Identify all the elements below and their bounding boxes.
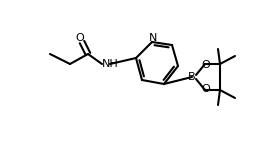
Text: O: O bbox=[202, 84, 210, 94]
Text: N: N bbox=[149, 33, 157, 43]
Text: O: O bbox=[202, 60, 210, 70]
Text: O: O bbox=[76, 33, 84, 43]
Text: NH: NH bbox=[101, 59, 118, 69]
Text: B: B bbox=[188, 72, 196, 82]
